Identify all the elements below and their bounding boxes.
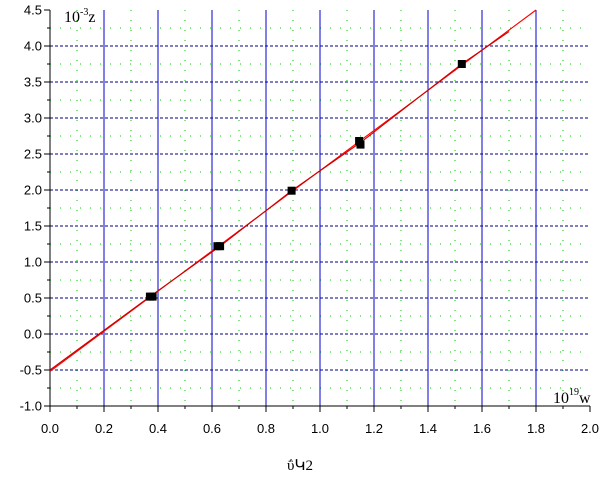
y-axis-var: z bbox=[88, 9, 95, 26]
data-point bbox=[148, 292, 157, 301]
x-axis-exponent: 19 bbox=[569, 387, 579, 398]
data-point bbox=[216, 242, 225, 251]
x-tick-label: 0.0 bbox=[41, 421, 59, 436]
y-tick-label: 0.5 bbox=[24, 291, 42, 306]
y-tick-label: 3.0 bbox=[24, 111, 42, 126]
x-axis-var: w bbox=[579, 390, 591, 407]
x-tick-label: 1.6 bbox=[473, 421, 491, 436]
y-tick-label: 2.0 bbox=[24, 183, 42, 198]
data-point bbox=[356, 140, 365, 149]
x-tick-label: 0.2 bbox=[95, 421, 113, 436]
grid bbox=[50, 10, 590, 406]
y-tick-label: 1.5 bbox=[24, 219, 42, 234]
y-tick-label: 4.5 bbox=[24, 3, 42, 18]
x-tick-label: 1.4 bbox=[419, 421, 437, 436]
data-point bbox=[287, 186, 296, 195]
y-axis-label: 10-3z bbox=[64, 7, 95, 26]
y-tick-label: -1.0 bbox=[20, 399, 42, 414]
y-axis-exponent: -3 bbox=[80, 7, 88, 18]
x-tick-label: 0.4 bbox=[149, 421, 167, 436]
axes bbox=[44, 9, 591, 412]
y-tick-label: 2.5 bbox=[24, 147, 42, 162]
data-point bbox=[457, 60, 466, 68]
y-tick-label: 1.0 bbox=[24, 255, 42, 270]
x-tick-label: 1.2 bbox=[365, 421, 383, 436]
x-tick-label: 1.0 bbox=[311, 421, 329, 436]
x-tick-label: 0.8 bbox=[257, 421, 275, 436]
x-axis-scale: 10 bbox=[553, 390, 569, 407]
tick-labels: -1.0 -0.5 0.0 0.5 1.0 1.5 2.0 2.5 3.0 3.5 4.0 4.5 0.… bbox=[20, 3, 599, 437]
y-tick-label: -0.5 bbox=[20, 363, 42, 378]
y-tick-label: 4.0 bbox=[24, 39, 42, 54]
x-axis-label: 1019w bbox=[553, 387, 591, 407]
y-axis-scale: 10 bbox=[64, 9, 80, 26]
x-tick-label: 2.0 bbox=[581, 421, 599, 436]
y-tick-label: 3.5 bbox=[24, 75, 42, 90]
x-tick-label: 0.6 bbox=[203, 421, 221, 436]
figure-caption: ΰԿ2 bbox=[287, 458, 313, 474]
y-tick-label: 0.0 bbox=[24, 327, 42, 342]
data-series bbox=[49, 9, 537, 372]
x-tick-label: 1.8 bbox=[527, 421, 545, 436]
